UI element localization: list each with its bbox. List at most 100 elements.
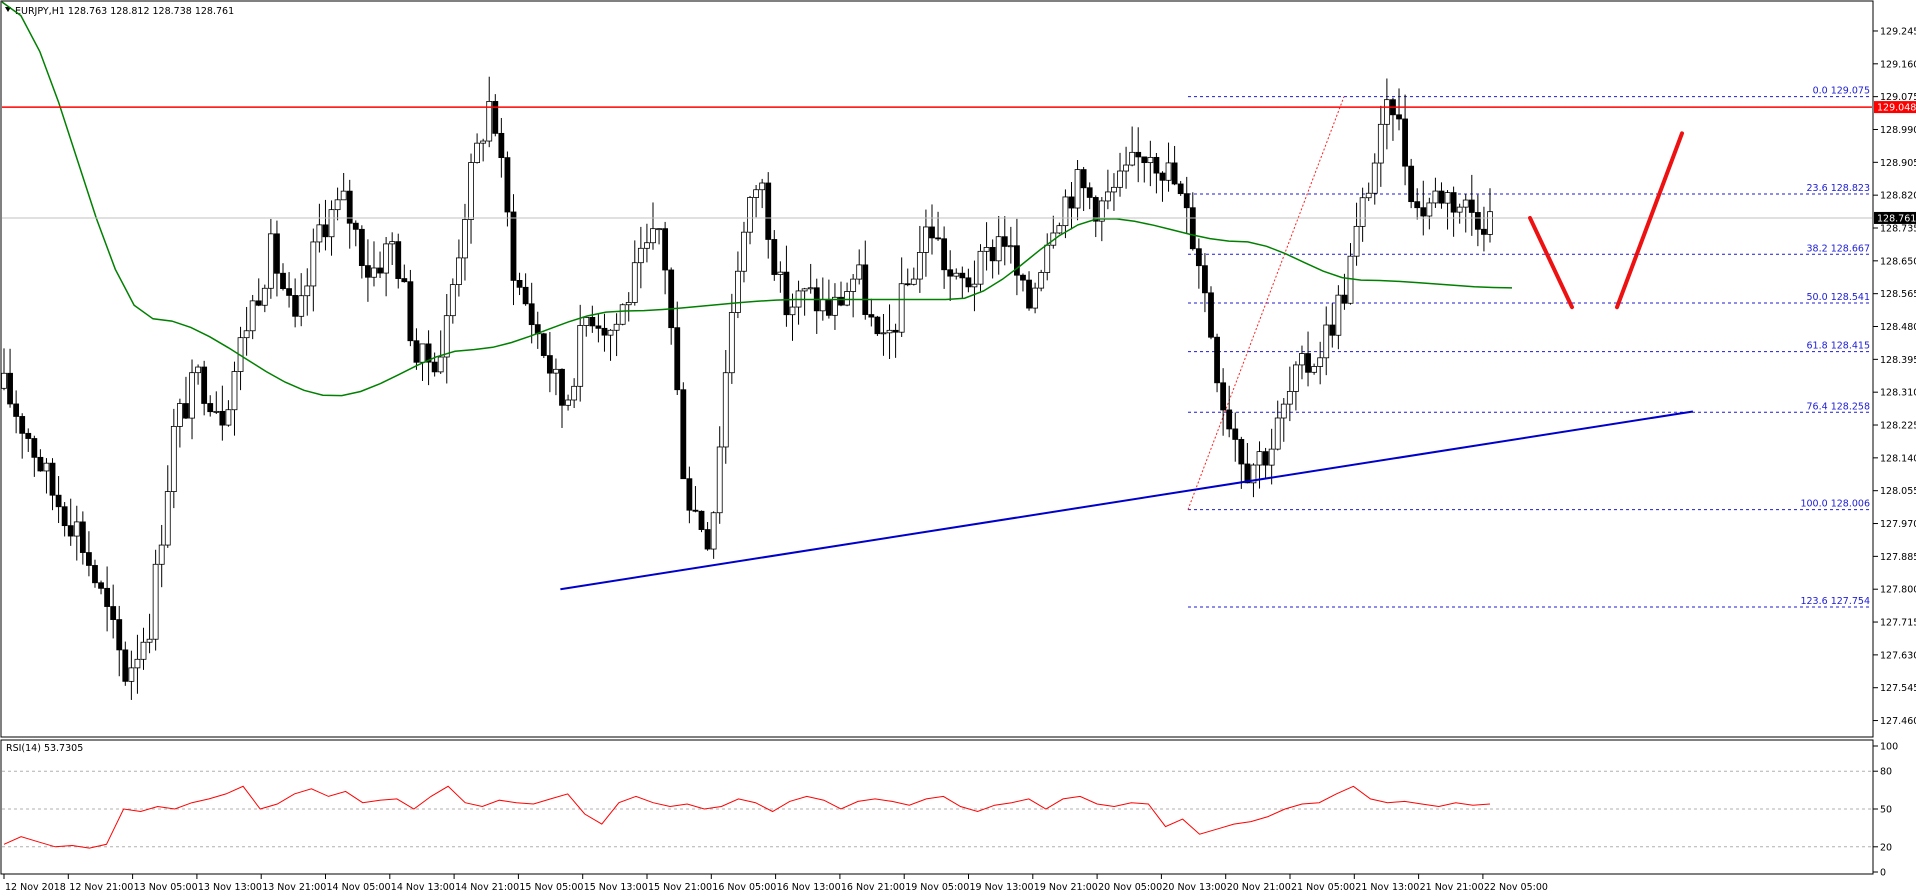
candle <box>492 94 499 137</box>
candle-body-bull <box>971 283 978 288</box>
fib-price: 128.667 <box>1831 243 1870 254</box>
fib-label-50.0: 50.0 128.541 <box>1807 292 1870 303</box>
candle-body-bull <box>710 512 717 550</box>
candle-body-bear <box>1189 207 1196 250</box>
candle-body-bear <box>67 525 74 537</box>
candle-body-bull <box>759 182 766 191</box>
fib-label-23.6: 23.6 128.823 <box>1807 183 1870 194</box>
candle <box>595 313 602 343</box>
candle-body-bull <box>1268 448 1275 466</box>
candle-body-bear <box>686 478 693 511</box>
candle-body-bull <box>1335 294 1342 336</box>
candle-body-bull <box>310 241 317 287</box>
candle-body-bear <box>219 410 226 426</box>
candle <box>292 278 299 328</box>
candle <box>1032 282 1039 314</box>
candle <box>1402 94 1408 186</box>
candle <box>880 313 887 356</box>
candle-body-bull <box>1098 200 1105 222</box>
candle-body-bull <box>995 236 1002 262</box>
price-tick-label: 129.245 <box>1880 26 1916 37</box>
current-price-tag <box>1874 211 1916 224</box>
candle <box>631 240 638 306</box>
candle <box>468 153 474 244</box>
price-tick-label: 129.160 <box>1880 59 1916 70</box>
candle <box>692 486 699 513</box>
candle-body-bull <box>801 288 808 292</box>
candle-body-bear <box>546 355 553 374</box>
candle-body-bull <box>371 267 377 278</box>
candle-body-bull <box>777 271 784 275</box>
candle <box>365 239 371 302</box>
candle <box>1232 412 1239 462</box>
fib-price: 128.541 <box>1831 292 1870 303</box>
time-tick-label: 14 Nov 21:00 <box>455 882 519 893</box>
candle-body-bear <box>104 587 111 607</box>
candle-body-bear <box>1481 228 1487 235</box>
candle-body-bull <box>267 233 274 289</box>
candle-body-bear <box>874 316 881 335</box>
resistance-price-tag <box>1874 101 1916 114</box>
current-price-label: 128.761 <box>1877 213 1916 224</box>
candle-body-bull <box>1456 206 1463 213</box>
candle <box>443 294 450 384</box>
fib-label-61.8: 61.8 128.415 <box>1807 341 1870 352</box>
candle <box>225 400 232 427</box>
candle-body-bear <box>1183 193 1190 209</box>
candle <box>522 273 529 306</box>
candle <box>789 293 796 341</box>
candle-body-bull <box>1111 186 1117 193</box>
time-tick-label: 15 Nov 05:00 <box>519 882 583 893</box>
candle <box>298 273 305 327</box>
candle <box>923 209 929 277</box>
candle <box>146 613 153 654</box>
candle-body-bear <box>540 333 547 356</box>
candle <box>201 360 208 416</box>
candle-body-bear <box>13 403 20 417</box>
candle-body-bear <box>528 303 535 326</box>
candle <box>1377 105 1384 187</box>
candle-body-bear <box>989 247 996 262</box>
price-tick-label: 127.970 <box>1880 519 1916 530</box>
candle-body-bull <box>747 197 753 233</box>
candle <box>1450 186 1457 237</box>
candle <box>971 260 978 312</box>
candle-body-bear <box>1396 114 1402 120</box>
candle <box>255 278 262 307</box>
candle-body-bear <box>255 300 262 306</box>
candle-body-bear <box>7 372 13 405</box>
candle <box>304 268 311 316</box>
candle-body-bull <box>607 329 614 336</box>
candle-body-bear <box>352 222 359 230</box>
candle-body-bull <box>73 521 80 537</box>
candle <box>874 315 881 336</box>
candle <box>170 408 177 509</box>
candle-body-bull <box>134 658 141 669</box>
candle-body-bear <box>61 506 68 527</box>
candle-body-bear <box>1450 192 1457 213</box>
candle-body-bull <box>176 403 183 427</box>
time-tick-label: 22 Nov 05:00 <box>1484 882 1548 893</box>
fib-label-123.6: 123.6 127.754 <box>1800 596 1870 607</box>
candle <box>358 225 365 279</box>
candle-body-bull <box>328 209 335 238</box>
candle <box>601 313 608 352</box>
candle <box>722 349 729 464</box>
candle <box>371 241 377 287</box>
candle-body-bear <box>1232 428 1239 440</box>
candle-body-bear <box>892 329 899 333</box>
candle-body-bull <box>819 299 826 312</box>
candle-body-bull <box>1147 156 1154 164</box>
candle <box>1117 152 1123 197</box>
candle-body-bear <box>1171 162 1178 185</box>
candle <box>619 303 626 326</box>
candle <box>79 511 86 565</box>
candle <box>1007 226 1014 264</box>
candle <box>1153 153 1160 194</box>
candle <box>116 605 123 677</box>
candle-body-bear <box>765 182 772 240</box>
candle <box>274 220 280 297</box>
candle <box>1104 169 1111 210</box>
candle-body-bear <box>413 340 420 363</box>
